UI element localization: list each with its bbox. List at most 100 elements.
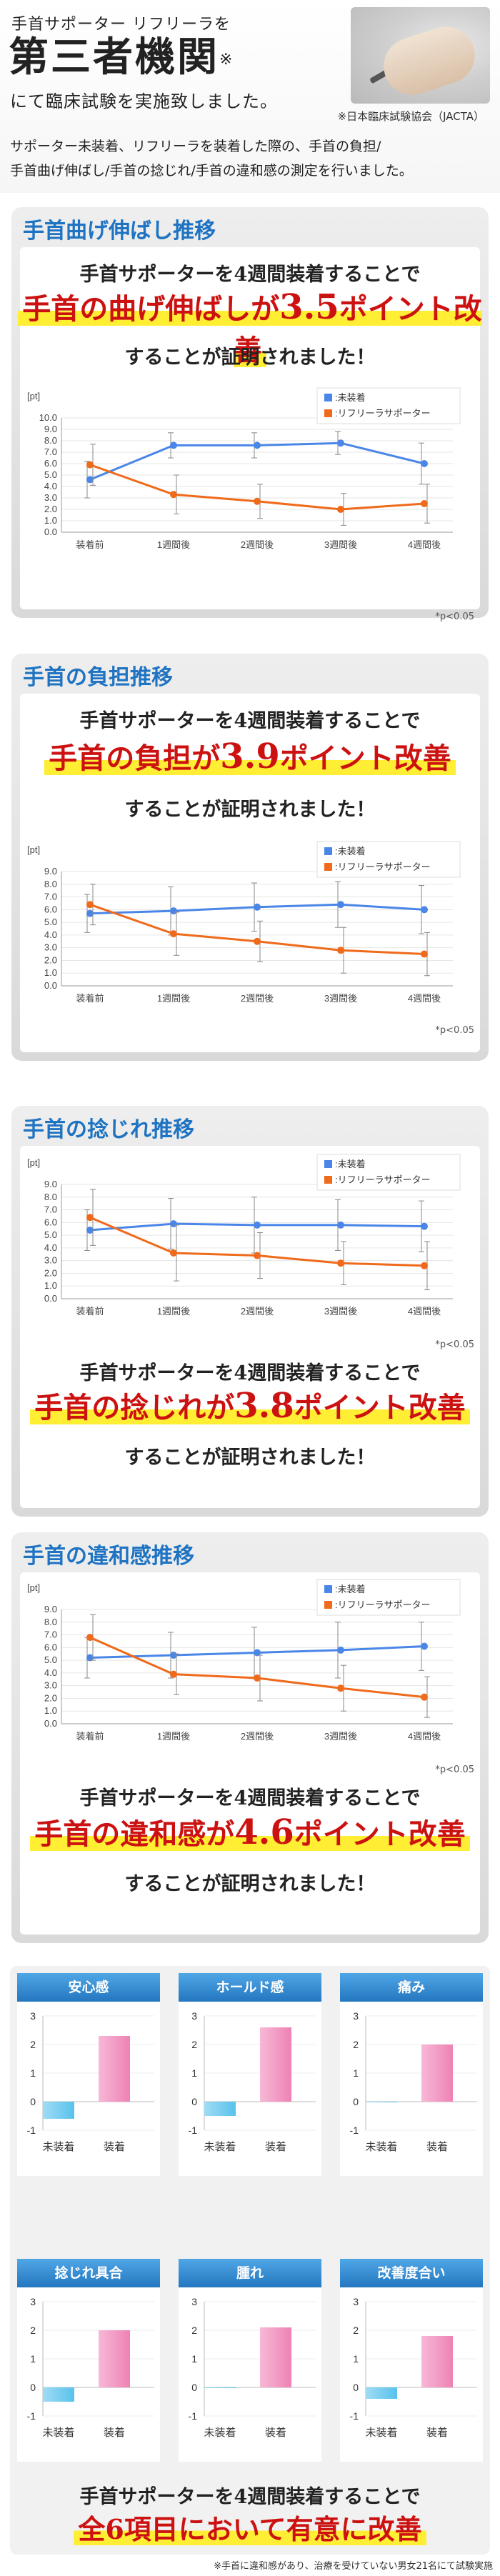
x-tick-label: 3週間後 — [324, 1306, 357, 1317]
y-tick-label: 1 — [191, 2067, 197, 2079]
data-point — [86, 1214, 94, 1222]
y-tick-label: -1 — [350, 2410, 359, 2422]
claim-line-1: 手首サポーターを4週間装着することで — [79, 1787, 421, 1809]
summary-line-1: 手首サポーターを4週間装着することで — [79, 2486, 421, 2508]
y-tick-label: 0 — [30, 2382, 36, 2393]
y-tick-label: 3 — [30, 2010, 36, 2022]
y-tick-label: 5.0 — [44, 917, 57, 927]
claim-number: 3.5 — [279, 287, 339, 327]
data-point — [254, 1674, 261, 1682]
bar — [204, 2387, 236, 2388]
data-point — [254, 1252, 261, 1259]
mini-bar-chart: -1 0 1 2 3 未装着 装着 — [350, 2296, 477, 2439]
y-tick-label: -1 — [189, 2125, 198, 2136]
panel-inner — [20, 1146, 480, 1508]
y-tick-label: 0 — [353, 2096, 359, 2107]
x-tick-label: 3週間後 — [324, 539, 357, 550]
mini-title: 捻じれ具合 — [17, 2259, 160, 2287]
x-tick-label: 1週間後 — [157, 539, 190, 550]
y-tick-label: 6.0 — [44, 1642, 57, 1652]
x-tick-label: 1週間後 — [157, 993, 190, 1004]
data-point — [254, 903, 261, 911]
y-tick-label: -1 — [27, 2125, 36, 2136]
x-tick-label: 3週間後 — [324, 1731, 357, 1742]
data-point — [337, 506, 344, 513]
y-tick-label: 3 — [353, 2296, 359, 2307]
y-tick-label: 2 — [353, 2325, 359, 2336]
y-axis-label: [pt] — [27, 1582, 40, 1593]
claim-pre: 手首の捻じれが — [34, 1391, 235, 1424]
legend-swatch — [324, 863, 332, 871]
x-tick-label: 装着前 — [76, 1306, 104, 1317]
x-tick-label: 3週間後 — [324, 993, 357, 1004]
section-discomfort: 手首の違和感推移 [pt] 0.0 1.0 2.0 3.0 4.0 5.0 6.0 7.0 8.0… — [11, 1532, 489, 1943]
y-tick-label: 4.0 — [44, 481, 57, 491]
x-tick-label: 未装着 — [365, 2141, 397, 2153]
y-tick-label: 4.0 — [44, 1242, 57, 1253]
claim-line-3: することが証明されました！ — [124, 346, 376, 369]
claim-post: ポイント改善 — [294, 1391, 466, 1424]
y-tick-label: 4.0 — [44, 929, 57, 940]
y-tick-label: 6.0 — [44, 904, 57, 914]
section-bend-stretch: 手首曲げ伸ばし推移 手首サポーターを4週間装着することで 手首の曲げ伸ばしが3.… — [11, 207, 489, 622]
bar — [43, 2387, 74, 2402]
x-tick-label: 1週間後 — [157, 1306, 190, 1317]
y-tick-label: 2 — [353, 2039, 359, 2050]
data-point — [170, 1249, 177, 1257]
data-point — [421, 1222, 428, 1230]
y-tick-label: 10.0 — [39, 412, 57, 423]
y-tick-label: 1.0 — [44, 1280, 57, 1291]
line-chart-bend-stretch: [pt] 0.01.02.03.04.05.06.07.08.09.010.0 装着… — [27, 387, 461, 550]
p-value-note: *p<0.05 — [435, 1025, 474, 1036]
claim-line-2: 手首の曲げ伸ばしが3.5ポイント改善 — [11, 286, 489, 369]
mini-title: 安心感 — [17, 1973, 160, 2002]
x-tick-label: 未装着 — [42, 2141, 74, 2153]
legend-label: :リフリーラサポーター — [335, 408, 431, 419]
x-tick-label: 2週間後 — [241, 539, 274, 550]
y-tick-label: 1.0 — [44, 515, 57, 526]
y-tick-label: 2 — [191, 2039, 197, 2050]
effects-panel: 安心感 -1 0 1 2 3 未装着 装着 ホールド感 -1 0 1 2 3 未装着 装着 痛み -1 0… — [10, 1966, 490, 2555]
header-title: 第三者機関※ — [9, 34, 234, 80]
data-point — [170, 1652, 177, 1659]
hand-shape — [376, 19, 483, 103]
x-tick-label: 装着 — [104, 2141, 125, 2153]
header-title-mark: ※ — [219, 51, 235, 69]
data-point — [421, 1693, 428, 1701]
bar — [99, 2036, 130, 2102]
data-point — [421, 1262, 428, 1269]
x-tick-label: 2週間後 — [241, 1306, 274, 1317]
y-tick-label: 0.0 — [44, 1718, 57, 1729]
hand-photo — [351, 7, 490, 104]
legend-swatch — [324, 1585, 332, 1593]
claim-line-3: することが証明されました！ — [124, 1873, 376, 1895]
x-tick-label: 装着前 — [76, 539, 104, 550]
data-point — [86, 476, 94, 484]
data-point — [170, 441, 177, 449]
mini-bar-chart: -1 0 1 2 3 未装着 装着 — [27, 2010, 154, 2153]
mini-title: 改善度合い — [340, 2259, 483, 2287]
data-point — [170, 491, 177, 499]
legend-swatch — [324, 1601, 332, 1609]
claim-line-2: 手首の負担が3.9ポイント改善 — [11, 735, 489, 777]
legend-box — [316, 841, 461, 878]
y-tick-label: 6.0 — [44, 1217, 57, 1227]
section-title: 手首の捻じれ推移 — [23, 1117, 194, 1142]
bar — [366, 2387, 397, 2399]
data-point — [170, 1670, 177, 1678]
y-tick-label: 5.0 — [44, 469, 57, 480]
y-tick-label: 1 — [191, 2353, 197, 2365]
x-tick-label: 未装着 — [204, 2427, 236, 2439]
y-tick-label: 8.0 — [44, 435, 57, 446]
mini-bar-chart: -1 0 1 2 3 未装着 装着 — [350, 2010, 477, 2153]
y-tick-label: 3 — [191, 2010, 197, 2022]
intro-line-1: サポーター未装着、リフリーラを装着した際の、手首の負担/ — [10, 139, 381, 154]
y-axis-label: [pt] — [27, 391, 40, 401]
y-tick-label: -1 — [27, 2410, 36, 2422]
bar — [421, 2045, 453, 2102]
y-axis-label: [pt] — [27, 844, 40, 855]
data-point — [170, 930, 177, 938]
claim-post: ポイント改善 — [294, 1817, 466, 1851]
intro-line-2: 手首曲げ伸ばし/手首の捻じれ/手首の違和感の測定を行いました。 — [10, 163, 413, 179]
header: 手首サポーター リフリーラを 第三者機関※ にて臨床試験を実施致しました。 ※日… — [0, 0, 500, 193]
